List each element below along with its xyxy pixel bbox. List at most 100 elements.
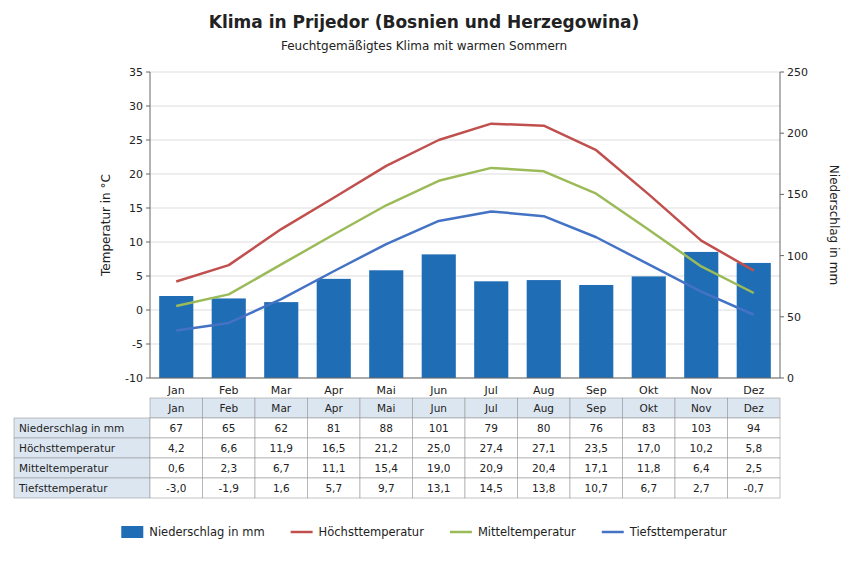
- table-value: 27,1: [532, 442, 555, 454]
- marks: [159, 124, 771, 378]
- table-value: 103: [691, 422, 711, 434]
- table-value: 16,5: [322, 442, 345, 454]
- bar: [159, 296, 193, 378]
- table-header: Dez: [744, 402, 765, 414]
- table-cell: [728, 398, 781, 418]
- subtitle: Feuchtgemäßigtes Klima mit warmen Sommer…: [281, 39, 567, 53]
- table-value: 76: [590, 422, 604, 434]
- table-value: 1,6: [273, 482, 290, 494]
- table-value: 14,5: [480, 482, 503, 494]
- table-value: 15,4: [375, 462, 399, 474]
- axis-label: Temperatur in °C: [99, 174, 113, 277]
- table-cell: [308, 438, 361, 458]
- bar: [474, 281, 508, 378]
- table-value: 2,5: [745, 462, 762, 474]
- table-value: 81: [327, 422, 340, 434]
- tick-label: 35: [129, 66, 143, 79]
- table-cell: [14, 458, 150, 478]
- table-cell: [465, 478, 518, 498]
- legend-swatch: [121, 526, 143, 538]
- table-value: -3,0: [166, 482, 187, 494]
- table-row-label: Mitteltemperatur: [19, 462, 109, 474]
- table-value: 101: [429, 422, 449, 434]
- table-cell: [308, 418, 361, 438]
- table-row-label: Tiefsttemperatur: [18, 482, 108, 494]
- table-cell: [675, 438, 728, 458]
- bar: [527, 280, 561, 378]
- table-value: -1,9: [219, 482, 240, 494]
- line: [176, 168, 754, 306]
- tick-label: 50: [787, 311, 801, 324]
- table: JanFebMarAprMaiJunJulAugSepOktNovDezNied…: [14, 398, 780, 498]
- table-cell: [203, 398, 256, 418]
- table-cell: [465, 458, 518, 478]
- table-cell: [150, 418, 203, 438]
- grid-line: [150, 242, 780, 243]
- table-cell: [518, 438, 571, 458]
- table-value: 83: [642, 422, 655, 434]
- axis-line: [150, 72, 151, 378]
- table-cell: [150, 478, 203, 498]
- table-value: 6,7: [640, 482, 657, 494]
- table-header: Okt: [640, 402, 658, 414]
- tick: [146, 208, 150, 209]
- table-cell: [675, 458, 728, 478]
- legend: Niederschlag in mmHöchsttemperaturMittel…: [121, 525, 727, 539]
- table-cell: [255, 438, 308, 458]
- line: [176, 124, 754, 282]
- tick-label: 200: [787, 127, 808, 140]
- table-cell: [518, 418, 571, 438]
- table-value: 6,4: [693, 462, 710, 474]
- table-header: Apr: [325, 402, 344, 414]
- table-cell: [413, 478, 466, 498]
- tick-label: Jun: [429, 384, 447, 397]
- table-cell: [413, 438, 466, 458]
- table-header: Aug: [533, 402, 554, 414]
- table-cell: [203, 438, 256, 458]
- tick: [146, 72, 150, 73]
- legend-label: Niederschlag in mm: [149, 525, 264, 539]
- table-cell: [570, 458, 623, 478]
- table-cell: [360, 438, 413, 458]
- table-cell: [360, 478, 413, 498]
- table-cell: [203, 478, 256, 498]
- table-cell: [518, 478, 571, 498]
- tick: [780, 255, 784, 256]
- table-value: 27,4: [480, 442, 504, 454]
- table-value: 94: [747, 422, 761, 434]
- bar: [684, 252, 718, 378]
- tick-label: Jan: [167, 384, 185, 397]
- table-row-label: Höchsttemperatur: [19, 442, 116, 454]
- table-header: Jul: [484, 402, 498, 414]
- table-value: 5,7: [325, 482, 342, 494]
- grid-line: [150, 378, 780, 379]
- tick: [146, 310, 150, 311]
- axis-label: Niederschlag in mm: [827, 165, 841, 285]
- table-cell: [360, 418, 413, 438]
- legend-swatch: [291, 531, 313, 534]
- tick: [780, 72, 784, 73]
- tick-label: Jul: [484, 384, 498, 397]
- table-value: 20,9: [480, 462, 503, 474]
- table-value: 4,2: [168, 442, 185, 454]
- table-header: Sep: [586, 402, 606, 414]
- grid-line: [150, 140, 780, 141]
- table-value: 10,7: [585, 482, 608, 494]
- table-value: 11,8: [637, 462, 660, 474]
- table-value: 9,7: [378, 482, 395, 494]
- table-cell: [623, 478, 676, 498]
- tick: [146, 344, 150, 345]
- tick: [146, 106, 150, 107]
- table-cell: [675, 418, 728, 438]
- table-value: 13,1: [427, 482, 450, 494]
- table-value: 62: [275, 422, 288, 434]
- tick-label: -10: [125, 372, 143, 385]
- table-cell: [465, 438, 518, 458]
- legend-label: Höchsttemperatur: [319, 525, 425, 539]
- table-value: 11,9: [270, 442, 293, 454]
- background: [0, 0, 848, 588]
- table-cell: [150, 398, 203, 418]
- table-value: 17,0: [637, 442, 660, 454]
- legend-label: Tiefsttemperatur: [629, 525, 727, 539]
- table-cell: [623, 398, 676, 418]
